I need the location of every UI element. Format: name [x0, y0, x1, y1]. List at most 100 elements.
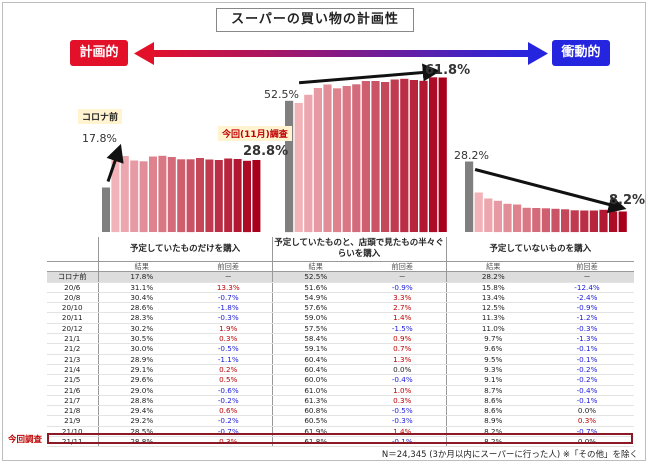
table-row: 21/9 29.2% -0.2% 60.5% -0.3% 8.9% 0.3% [47, 415, 635, 427]
table-row: 21/11 28.8% 0.3% 61.8% -0.1% 8.2% 0.0% [47, 436, 635, 448]
bar-21/11 [618, 211, 627, 232]
bar-20/11 [139, 161, 148, 233]
table-row: 20/8 30.4% -0.7% 54.9% 3.3% 13.4% -2.4% [47, 292, 635, 304]
diff-cell: 1.0% [359, 385, 447, 396]
g1-start-label: 17.8% [82, 132, 117, 145]
bar-21/5 [561, 209, 570, 233]
diff-cell: -1.8% [185, 302, 272, 314]
diff-cell: -0.3% [359, 415, 447, 427]
diff-cell: -0.6% [185, 385, 272, 396]
bar-21/6 [205, 159, 214, 232]
current-survey-annotation: 今回(11月)調査 [218, 126, 292, 141]
sub-header-diff: 前回差 [359, 261, 447, 273]
diff-cell: -12.4% [540, 282, 635, 293]
bar-21/3 [177, 159, 186, 233]
result-cell: 9.3% [445, 364, 541, 376]
result-cell: 54.9% [271, 292, 359, 304]
diff-cell: -1.2% [540, 312, 635, 324]
bar-21/8 [589, 210, 598, 232]
g1-end-label: 28.8% [243, 144, 289, 159]
diff-cell: -0.5% [185, 343, 272, 355]
bar-20/8 [304, 94, 313, 233]
table-row: 21/8 29.4% 0.6% 60.8% -0.5% 8.6% 0.0% [47, 405, 635, 417]
result-cell: 11.3% [445, 312, 541, 324]
result-cell: 28.6% [97, 302, 185, 314]
result-cell: 60.8% [271, 405, 359, 417]
bar-20/10 [130, 160, 139, 232]
bar-21/1 [158, 155, 167, 233]
row-label: コロナ前 [47, 271, 98, 283]
bar-21/10 [243, 160, 251, 233]
diff-cell: -1.1% [185, 354, 272, 365]
bar-21/7 [400, 78, 409, 233]
result-cell: 8.2% [445, 426, 541, 438]
bar-20/12 [149, 156, 157, 232]
table-row: 20/11 28.3% -0.3% 59.0% 1.4% 11.3% -1.2% [47, 312, 635, 324]
bar-コロナ前 [102, 187, 110, 232]
result-cell: 59.1% [271, 343, 359, 355]
diff-cell: -0.1% [540, 354, 635, 365]
diff-cell: -0.7% [540, 426, 635, 438]
diff-cell: -1.5% [359, 323, 447, 335]
bar-21/11 [252, 160, 261, 232]
result-cell: 17.8% [97, 271, 185, 283]
diff-cell: -0.3% [185, 312, 272, 324]
sub-header-diff: 前回差 [185, 261, 272, 273]
result-cell: 9.1% [445, 374, 541, 386]
result-cell: 61.3% [271, 395, 359, 407]
diff-cell: 0.6% [185, 405, 272, 417]
result-cell: 60.4% [271, 354, 359, 365]
table-row: 20/12 30.2% 1.9% 57.5% -1.5% 11.0% -0.3% [47, 323, 635, 335]
result-cell: 61.8% [271, 436, 359, 448]
group-header-half: 予定していたものと、店頭で見たもの半々ぐらいを購入 [271, 237, 447, 262]
table-row: 21/6 29.0% -0.6% 61.0% 1.0% 8.7% -0.4% [47, 385, 635, 396]
bar-21/6 [570, 210, 579, 233]
row-label: 21/10 [47, 426, 98, 438]
bar-20/12 [513, 204, 522, 232]
diff-cell: -0.1% [540, 343, 635, 355]
diff-cell: -0.2% [185, 415, 272, 427]
bar-21/1 [522, 207, 531, 233]
result-cell: 8.2% [445, 436, 541, 448]
diff-cell: -0.5% [359, 405, 447, 417]
bar-21/3 [361, 81, 370, 232]
current-survey-highlight [47, 433, 633, 444]
result-cell: 8.6% [445, 395, 541, 407]
result-cell: 30.0% [97, 343, 185, 355]
result-cell: 28.3% [97, 312, 185, 324]
diff-cell: － [359, 271, 447, 283]
corner-cell [47, 237, 98, 262]
group-header-planned-only: 予定していたものだけを購入 [97, 237, 272, 262]
diff-cell: 0.3% [185, 436, 272, 448]
diff-cell: 0.9% [359, 333, 447, 345]
table-row: 21/5 29.6% 0.5% 60.0% -0.4% 9.1% -0.2% [47, 374, 635, 386]
result-cell: 8.6% [445, 405, 541, 417]
bar-21/5 [381, 82, 390, 232]
result-cell: 29.2% [97, 415, 185, 427]
table-row: 20/6 31.1% 13.3% 51.6% -0.9% 15.8% -12.4% [47, 282, 635, 293]
result-cell: 9.6% [445, 343, 541, 355]
table-row: 21/10 28.5% -0.7% 61.9% 1.4% 8.2% -0.7% [47, 426, 635, 438]
diff-cell: 0.3% [185, 333, 272, 345]
bar-20/6 [474, 192, 483, 232]
sub-header-empty [47, 261, 98, 273]
diff-cell: 0.3% [540, 415, 635, 427]
bar-21/11 [438, 77, 447, 232]
bar-21/4 [186, 159, 195, 233]
result-cell: 9.7% [445, 333, 541, 345]
result-cell: 29.0% [97, 385, 185, 396]
result-cell: 60.5% [271, 415, 359, 427]
row-label: 21/8 [47, 405, 98, 417]
bar-20/8 [484, 198, 493, 232]
result-cell: 12.5% [445, 302, 541, 314]
bar-21/2 [532, 208, 541, 232]
data-table: 予定していたものだけを購入 予定していたものと、店頭で見たもの半々ぐらいを購入 … [47, 237, 635, 448]
bar-21/9 [599, 209, 608, 233]
g3-end-label: 8.2% [609, 193, 646, 208]
diff-cell: -1.3% [540, 333, 635, 345]
table-row: 21/4 29.1% 0.2% 60.4% 0.0% 9.3% -0.2% [47, 364, 635, 376]
result-cell: 51.6% [271, 282, 359, 293]
diff-cell: -0.1% [359, 436, 447, 448]
diff-cell: 13.3% [185, 282, 272, 293]
result-cell: 11.0% [445, 323, 541, 335]
